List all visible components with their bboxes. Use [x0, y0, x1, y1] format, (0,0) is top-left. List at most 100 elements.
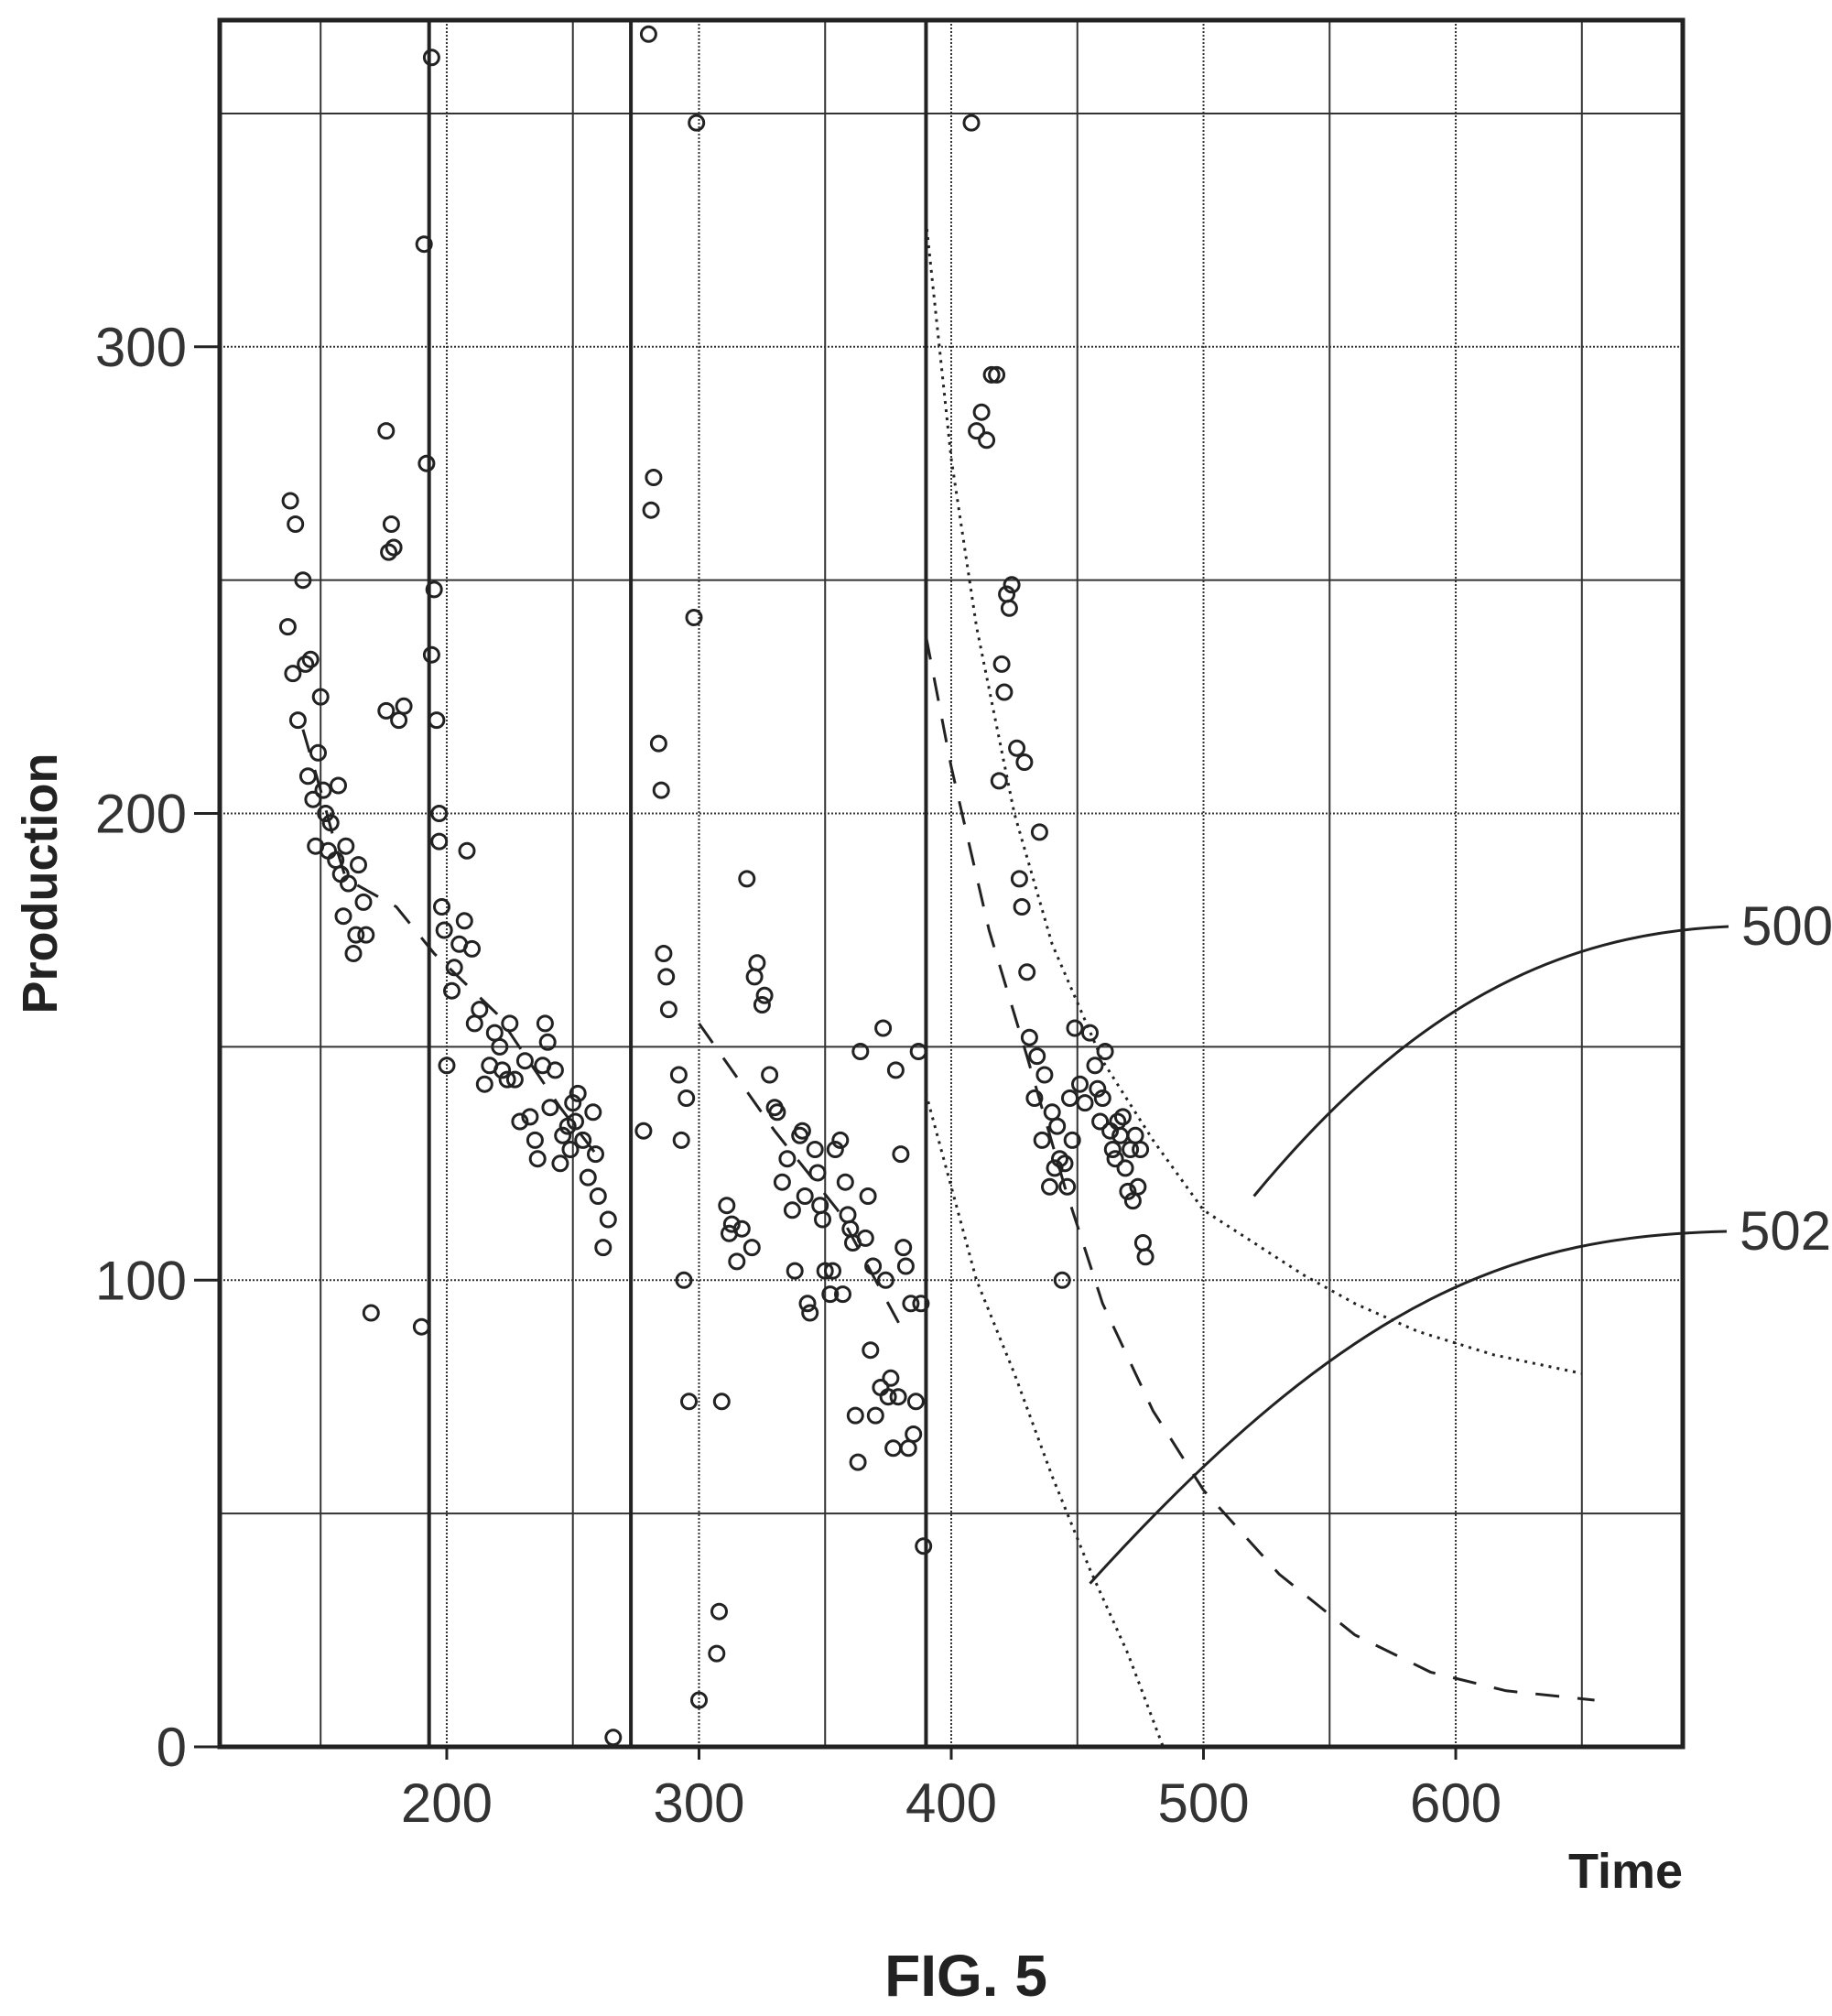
data-point — [768, 1103, 786, 1122]
data-point — [798, 1295, 817, 1313]
data-point — [657, 968, 676, 986]
data-point — [415, 235, 433, 254]
data-point — [806, 1141, 824, 1158]
data-point — [732, 1219, 751, 1238]
data-point — [814, 1210, 831, 1229]
data-point — [311, 688, 330, 706]
data-point — [564, 1094, 582, 1112]
data-point — [433, 898, 450, 916]
data-point — [330, 776, 347, 795]
data-point — [301, 650, 320, 668]
data-point — [1136, 1248, 1154, 1266]
data-point — [511, 1112, 529, 1131]
data-point — [982, 365, 1001, 384]
data-points — [278, 25, 1154, 1747]
data-point — [1113, 1108, 1132, 1126]
data-point — [808, 1164, 827, 1182]
data-point — [634, 1122, 653, 1140]
data-point — [314, 781, 332, 799]
data-point — [443, 981, 461, 1000]
data-point — [793, 1122, 811, 1140]
data-point — [864, 1257, 883, 1275]
data-point — [894, 1239, 913, 1257]
data-point — [978, 431, 996, 450]
dashed-curve — [698, 1023, 903, 1328]
data-point — [688, 114, 706, 132]
data-point — [1041, 1177, 1058, 1196]
data-point — [1048, 1117, 1067, 1135]
data-point — [824, 1262, 841, 1280]
data-point — [909, 1043, 927, 1060]
data-point — [745, 968, 764, 986]
data-point — [1096, 1043, 1114, 1060]
data-point — [501, 1014, 519, 1033]
data-point — [284, 665, 302, 683]
data-point — [836, 1173, 854, 1191]
data-point — [1053, 1271, 1071, 1289]
data-point — [569, 1084, 587, 1102]
data-point — [669, 1066, 688, 1084]
data-point — [561, 1141, 580, 1158]
data-point — [851, 1043, 870, 1060]
data-point — [541, 1099, 559, 1117]
data-point — [718, 1197, 736, 1215]
data-point — [1063, 1131, 1081, 1149]
data-point — [390, 711, 408, 730]
data-point — [528, 1150, 547, 1168]
data-point — [589, 1187, 607, 1205]
plot-frame — [217, 17, 1686, 1750]
data-point — [278, 618, 297, 636]
data-point — [645, 469, 663, 486]
data-point — [287, 515, 305, 533]
y-tick-label: 300 — [95, 317, 187, 378]
data-point — [905, 1425, 923, 1443]
data-point — [778, 1150, 797, 1168]
data-point — [1076, 1094, 1094, 1112]
data-point — [463, 939, 481, 958]
data-point — [445, 959, 463, 977]
data-point — [309, 743, 327, 762]
data-point — [334, 907, 352, 926]
data-point — [377, 701, 396, 720]
data-point — [294, 571, 312, 590]
data-point — [281, 492, 299, 510]
data-point — [889, 1388, 907, 1406]
data-point — [1091, 1112, 1110, 1131]
data-point — [1018, 963, 1036, 981]
dashed-curve — [301, 729, 604, 1165]
data-point — [337, 837, 355, 855]
data-point — [655, 945, 673, 962]
data-point — [584, 1103, 602, 1122]
data-point — [1051, 1150, 1068, 1168]
data-point — [995, 683, 1014, 701]
data-point — [491, 1037, 509, 1056]
x-axis-ticks: 200 300 400 500 600 — [401, 1747, 1501, 1834]
data-point — [748, 954, 766, 972]
data-point — [567, 1112, 584, 1131]
data-point — [801, 1304, 819, 1322]
data-point — [422, 49, 440, 67]
data-point — [962, 114, 981, 132]
data-point — [1071, 1075, 1089, 1093]
data-point — [639, 25, 657, 43]
y-tick-label: 100 — [95, 1250, 187, 1311]
reference-numeral: 502 — [1740, 1200, 1831, 1262]
decline-curves — [301, 221, 1595, 1748]
data-point — [761, 1066, 779, 1084]
data-point — [574, 1131, 592, 1149]
data-point — [380, 543, 398, 561]
data-point — [498, 1070, 516, 1089]
data-point — [753, 996, 771, 1013]
data-point — [538, 1033, 557, 1051]
data-point — [710, 1602, 728, 1620]
x-tick-label: 600 — [1410, 1772, 1501, 1834]
data-point — [412, 1317, 430, 1336]
data-point — [678, 1089, 696, 1107]
data-point — [422, 645, 440, 664]
data-point — [1089, 1079, 1107, 1098]
data-point — [831, 1131, 850, 1149]
data-point — [902, 1295, 920, 1313]
data-point — [1116, 1159, 1134, 1177]
data-point — [834, 1285, 851, 1304]
